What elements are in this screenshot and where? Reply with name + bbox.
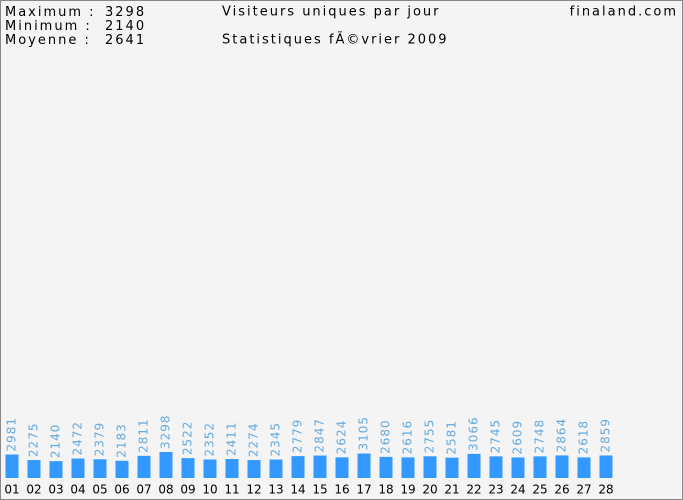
x-tick-label: 28 bbox=[598, 483, 613, 497]
value-label: 2755 bbox=[423, 419, 437, 454]
bar bbox=[225, 459, 239, 478]
value-label: 2748 bbox=[533, 419, 547, 454]
value-label: 2618 bbox=[577, 420, 591, 455]
x-tick-label: 07 bbox=[136, 483, 151, 497]
bar bbox=[445, 457, 459, 478]
bar bbox=[489, 456, 503, 478]
value-label: 3298 bbox=[159, 414, 173, 449]
stat-label: Minimum : bbox=[5, 19, 92, 34]
x-tick-label: 23 bbox=[488, 483, 503, 497]
x-tick-label: 13 bbox=[268, 483, 283, 497]
bar bbox=[247, 460, 261, 478]
bar bbox=[313, 455, 327, 478]
x-tick-label: 06 bbox=[114, 483, 129, 497]
bar bbox=[357, 453, 371, 478]
x-tick-label: 19 bbox=[400, 483, 415, 497]
value-label: 2811 bbox=[137, 418, 151, 453]
x-tick-label: 04 bbox=[70, 483, 85, 497]
bar bbox=[269, 459, 283, 478]
x-tick-label: 20 bbox=[422, 483, 437, 497]
x-tick-label: 18 bbox=[378, 483, 393, 497]
value-label: 2581 bbox=[445, 420, 459, 455]
bar bbox=[115, 460, 129, 478]
bar bbox=[335, 457, 349, 478]
x-tick-label: 05 bbox=[92, 483, 107, 497]
value-label: 2411 bbox=[225, 421, 239, 456]
chart-title: Visiteurs uniques par jour bbox=[222, 5, 441, 20]
bar bbox=[577, 457, 591, 478]
bar bbox=[181, 458, 195, 478]
bar bbox=[93, 459, 107, 478]
x-tick-label: 17 bbox=[356, 483, 371, 497]
value-label: 2609 bbox=[511, 420, 525, 455]
x-tick-label: 26 bbox=[554, 483, 569, 497]
bar bbox=[27, 460, 41, 478]
value-label: 2981 bbox=[5, 417, 19, 452]
stat-label: Moyenne : bbox=[5, 33, 91, 48]
bar bbox=[511, 457, 525, 478]
stat-line: Moyenne : 2641 bbox=[5, 33, 146, 48]
x-tick-label: 16 bbox=[334, 483, 349, 497]
value-label: 2624 bbox=[335, 420, 349, 455]
x-tick-label: 08 bbox=[158, 483, 173, 497]
value-label: 2275 bbox=[27, 423, 41, 458]
value-label: 2472 bbox=[71, 421, 85, 456]
stat-value: 3298 bbox=[105, 5, 146, 20]
x-tick-label: 09 bbox=[180, 483, 195, 497]
value-label: 2847 bbox=[313, 418, 327, 453]
x-tick-label: 21 bbox=[444, 483, 459, 497]
value-label: 2274 bbox=[247, 423, 261, 458]
bar bbox=[401, 457, 415, 478]
bar bbox=[49, 461, 63, 478]
bar bbox=[599, 455, 613, 478]
value-label: 2183 bbox=[115, 423, 129, 458]
x-tick-label: 27 bbox=[576, 483, 591, 497]
value-label: 2345 bbox=[269, 422, 283, 457]
x-tick-label: 22 bbox=[466, 483, 481, 497]
value-label: 2745 bbox=[489, 419, 503, 454]
x-tick-label: 15 bbox=[312, 483, 327, 497]
bar bbox=[137, 455, 151, 478]
stat-value: 2641 bbox=[105, 33, 146, 48]
bar bbox=[467, 453, 481, 478]
value-label: 2779 bbox=[291, 419, 305, 454]
value-label: 2680 bbox=[379, 419, 393, 454]
value-label: 2140 bbox=[49, 424, 63, 459]
site-name: finaland.com bbox=[570, 5, 678, 20]
x-tick-label: 01 bbox=[4, 483, 19, 497]
value-label: 3066 bbox=[467, 416, 481, 451]
value-label: 2352 bbox=[203, 422, 217, 457]
x-tick-label: 02 bbox=[26, 483, 41, 497]
chart-subtitle: Statistiques fÃ©vrier 2009 bbox=[222, 32, 449, 48]
value-label: 2616 bbox=[401, 420, 415, 455]
value-label: 2864 bbox=[555, 418, 569, 453]
value-label: 2859 bbox=[599, 418, 613, 453]
stat-value: 2140 bbox=[105, 19, 146, 34]
stat-label: Maximum : bbox=[5, 5, 96, 20]
x-tick-label: 24 bbox=[510, 483, 525, 497]
bar bbox=[159, 452, 173, 478]
stat-line: Maximum : 3298 bbox=[5, 5, 146, 20]
bar bbox=[555, 455, 569, 478]
x-tick-label: 14 bbox=[290, 483, 305, 497]
stat-line: Minimum : 2140 bbox=[5, 19, 146, 34]
bar bbox=[533, 456, 547, 478]
bar bbox=[423, 456, 437, 478]
bar bbox=[291, 456, 305, 478]
value-label: 3105 bbox=[357, 416, 371, 451]
value-label: 2522 bbox=[181, 421, 195, 456]
x-tick-label: 10 bbox=[202, 483, 217, 497]
x-tick-label: 25 bbox=[532, 483, 547, 497]
bar bbox=[203, 459, 217, 478]
bar bbox=[71, 458, 85, 478]
bar bbox=[379, 456, 393, 478]
x-tick-label: 03 bbox=[48, 483, 63, 497]
x-tick-label: 12 bbox=[246, 483, 261, 497]
value-label: 2379 bbox=[93, 422, 107, 457]
x-tick-label: 11 bbox=[224, 483, 239, 497]
bar bbox=[5, 454, 19, 478]
